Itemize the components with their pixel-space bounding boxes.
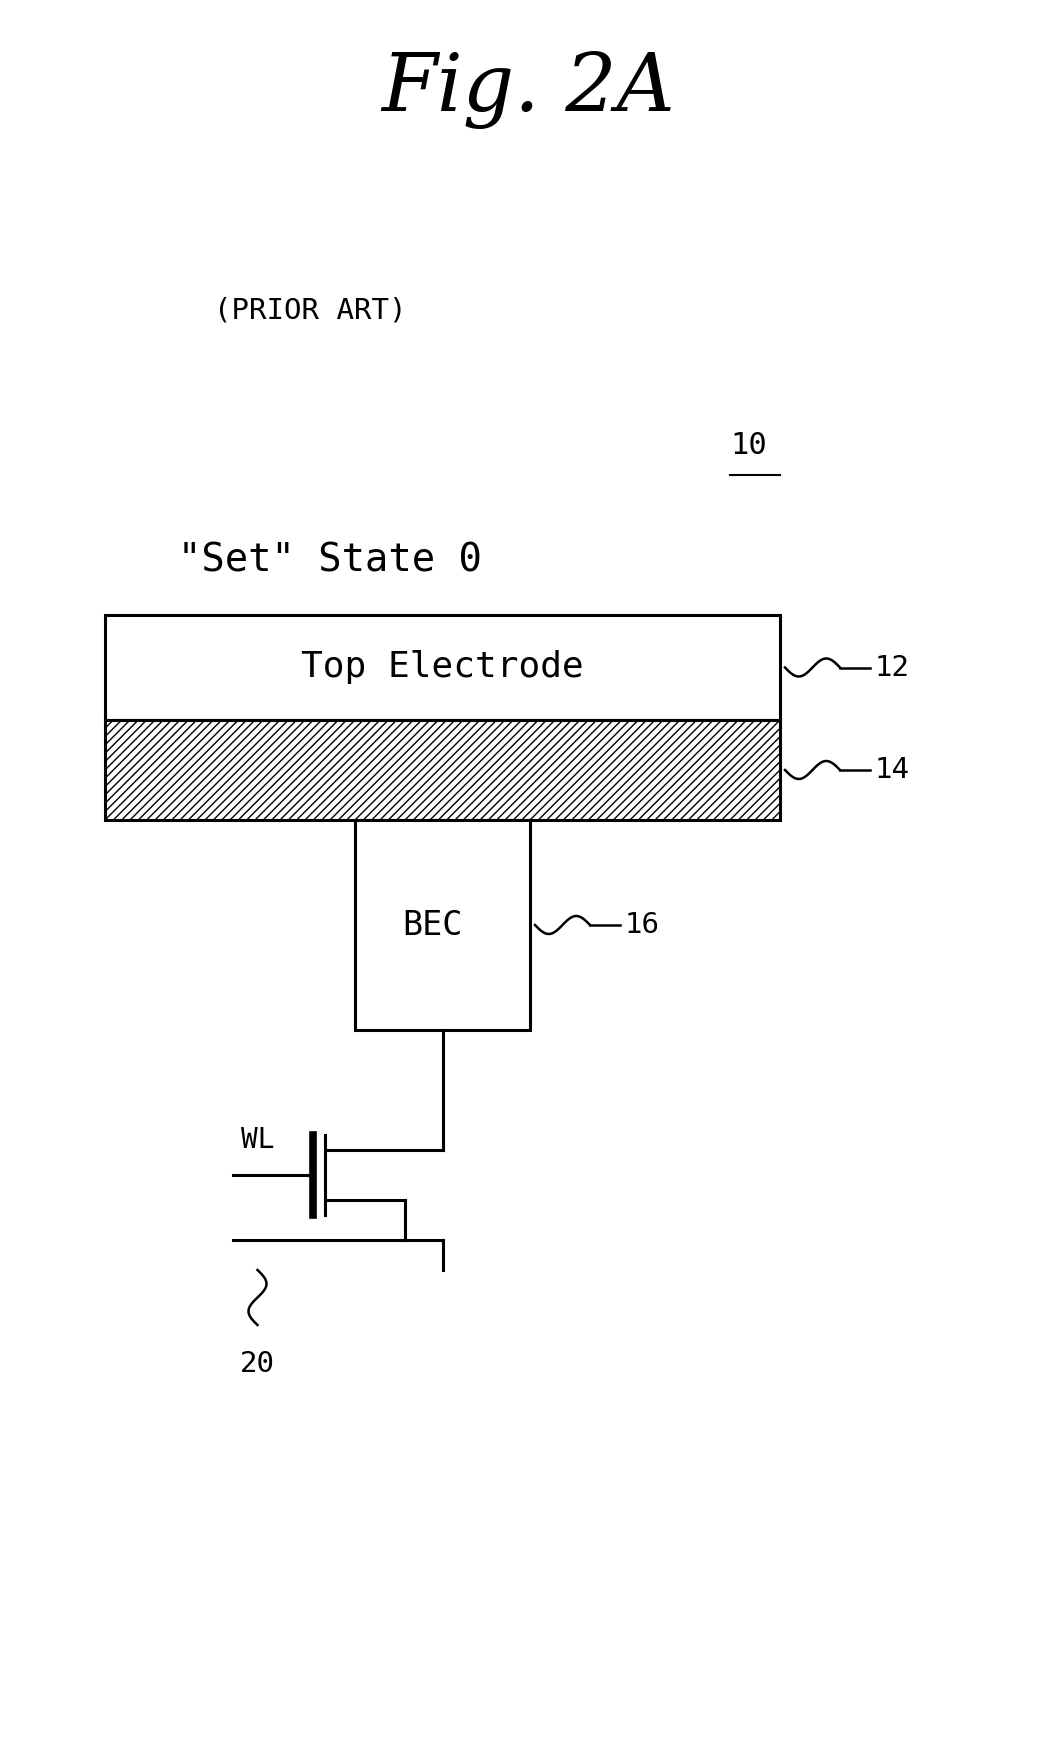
Bar [355,819,530,1030]
Text: Fig. 2A: Fig. 2A [381,51,675,129]
Text: 12: 12 [875,654,910,682]
Text: 16: 16 [625,912,660,939]
Text: BEC: BEC [402,908,463,941]
Text: "Set" State 0: "Set" State 0 [178,540,482,579]
Text: 10: 10 [730,431,767,460]
Text: 14: 14 [875,756,910,784]
Text: WL: WL [241,1126,275,1154]
Bar [105,615,780,720]
Text: Top Electrode: Top Electrode [301,650,584,685]
Bar [105,720,780,819]
Text: (PRIOR ART): (PRIOR ART) [213,296,407,324]
Text: 20: 20 [240,1351,275,1379]
